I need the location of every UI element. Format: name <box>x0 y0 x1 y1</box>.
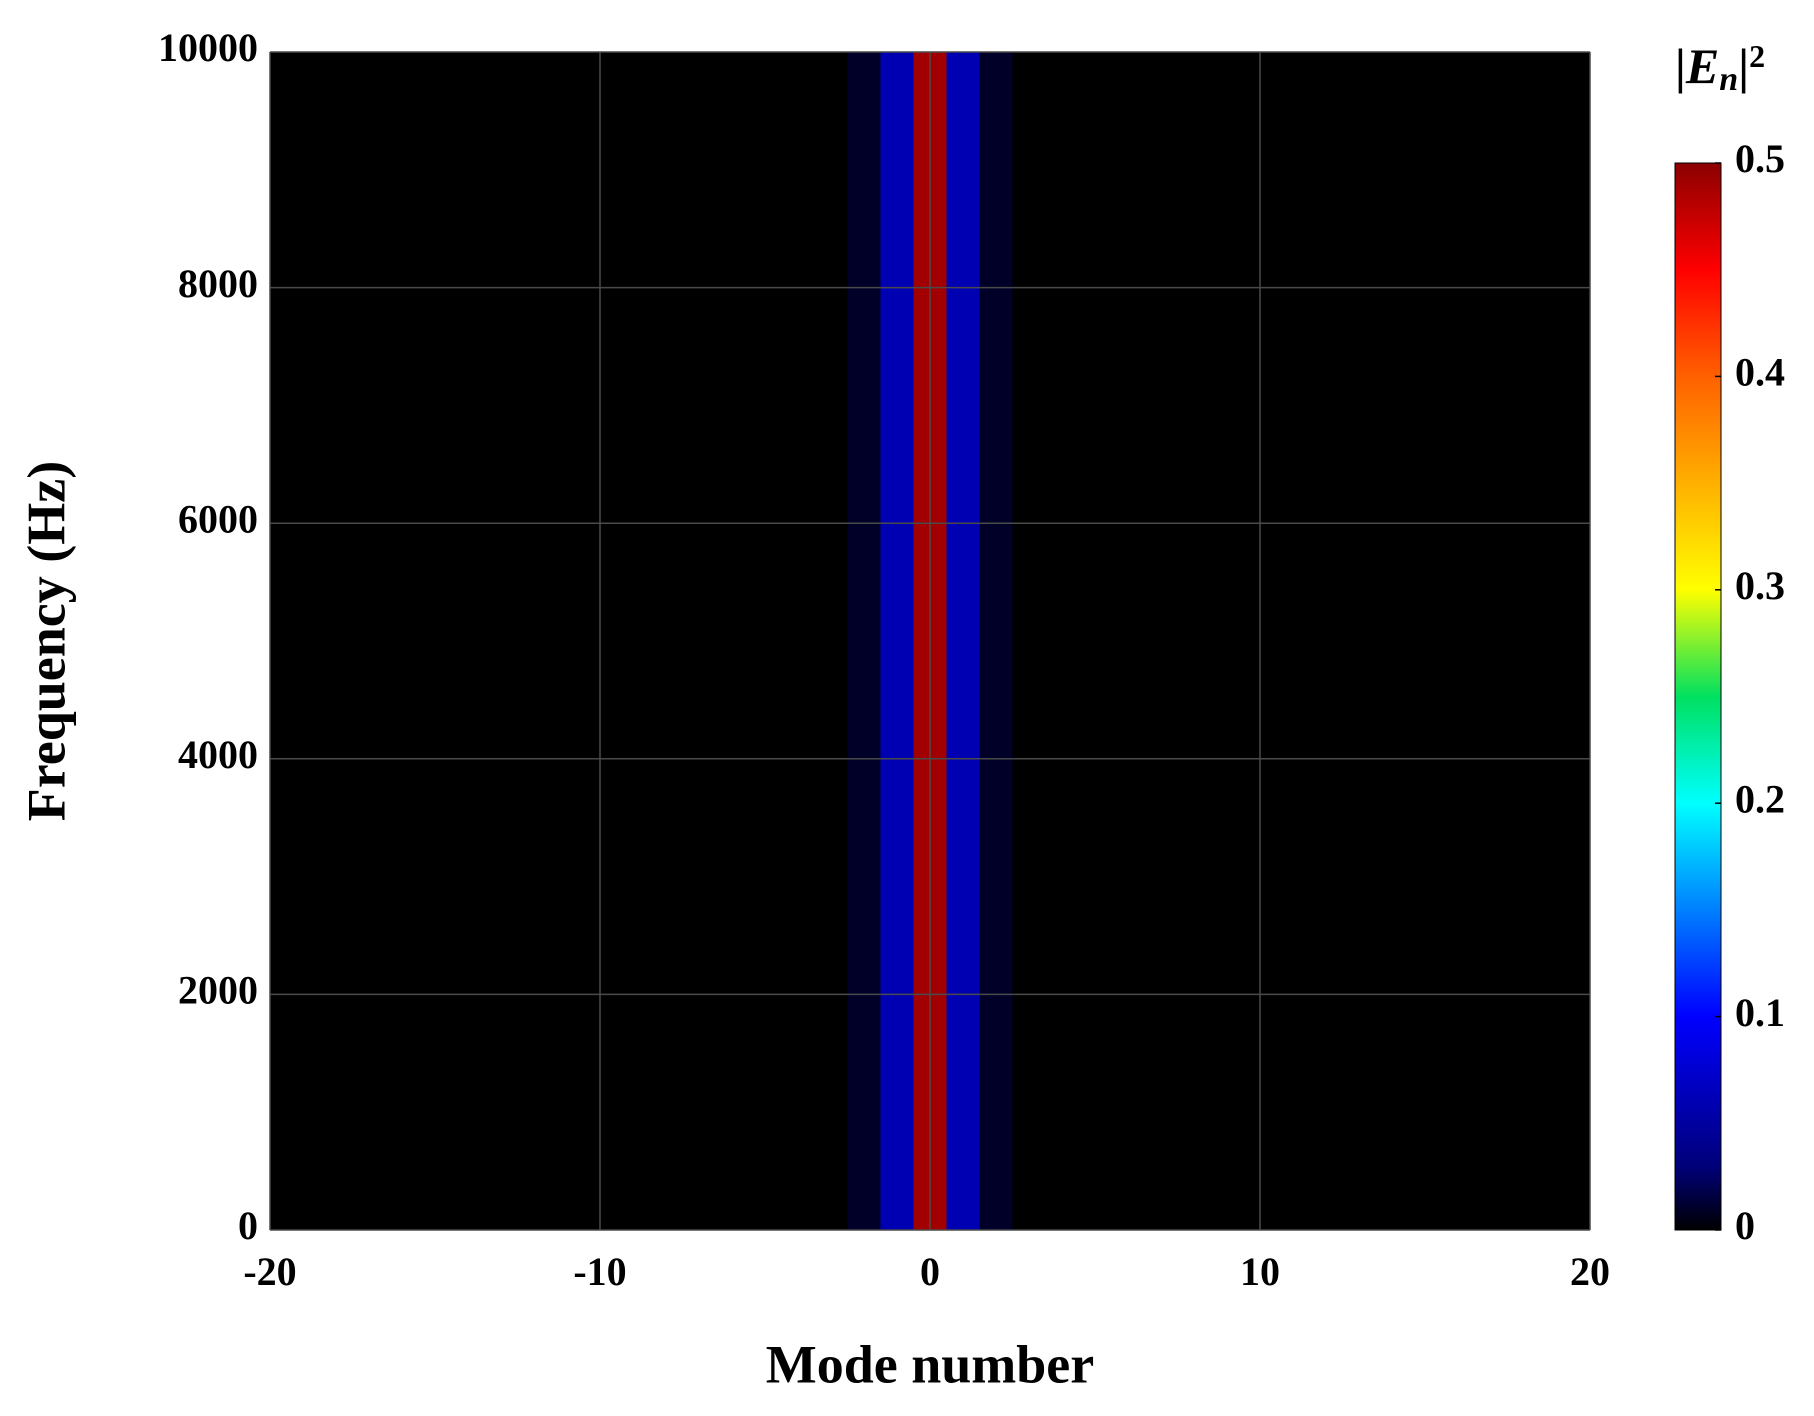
heatmap-cell <box>270 52 287 1230</box>
label-part: n <box>1719 61 1738 98</box>
heatmap-cell <box>1078 52 1112 1230</box>
y-tick-label: 6000 <box>178 496 258 541</box>
heatmap-cell <box>946 52 980 1230</box>
x-tick-label: 20 <box>1570 1249 1610 1294</box>
y-tick-label: 0 <box>238 1203 258 1248</box>
x-tick-label: -20 <box>243 1249 296 1294</box>
y-tick-label: 10000 <box>158 25 258 70</box>
heatmap-cell <box>1573 52 1590 1230</box>
label-part: E <box>1685 38 1719 94</box>
heatmap-cell <box>1111 52 1145 1230</box>
heatmap-cell <box>1441 52 1475 1230</box>
heatmap-cell <box>1177 52 1211 1230</box>
heatmap-cell <box>286 52 320 1230</box>
y-axis-label: Frequency (Hz) <box>16 461 76 821</box>
heatmap-cell <box>814 52 848 1230</box>
heatmap-cell <box>1012 52 1046 1230</box>
heatmap-cell <box>781 52 815 1230</box>
heatmap-cell <box>1045 52 1079 1230</box>
heatmap-cell <box>1276 52 1310 1230</box>
colorbar-tick-label: 0 <box>1735 1203 1755 1248</box>
x-tick-label: 10 <box>1240 1249 1280 1294</box>
label-part: 2 <box>1749 38 1765 74</box>
heatmap-cell <box>451 52 485 1230</box>
heatmap-cell <box>979 52 1013 1230</box>
label-part: | <box>1675 38 1686 94</box>
heatmap-cell <box>616 52 650 1230</box>
heatmap-cell <box>319 52 353 1230</box>
heatmap-cell <box>550 52 584 1230</box>
heatmap-cell <box>1210 52 1244 1230</box>
colorbar <box>1674 162 1722 1231</box>
heatmap-cell <box>847 52 881 1230</box>
heatmap-cell <box>1342 52 1376 1230</box>
heatmap-cell <box>1540 52 1574 1230</box>
y-tick-label: 4000 <box>178 732 258 777</box>
colorbar-tick-label: 0.2 <box>1735 776 1785 821</box>
heatmap-cell <box>1507 52 1541 1230</box>
heatmap-cell <box>385 52 419 1230</box>
x-tick-label: 0 <box>920 1249 940 1294</box>
heatmap-cell <box>1474 52 1508 1230</box>
heatmap-cell <box>1408 52 1442 1230</box>
heatmap-cell <box>880 52 914 1230</box>
colorbar-tick-label: 0.1 <box>1735 990 1785 1035</box>
heatmap-cell <box>682 52 716 1230</box>
heatmap-cell <box>715 52 749 1230</box>
colorbar-label: |En|2 <box>1675 38 1765 97</box>
heatmap-cell <box>352 52 386 1230</box>
heatmap-cell <box>1144 52 1178 1230</box>
y-tick-label: 8000 <box>178 261 258 306</box>
heatmap-cell <box>418 52 452 1230</box>
colorbar-tick-label: 0.4 <box>1735 350 1785 395</box>
label-part: | <box>1738 38 1749 94</box>
heatmap-cell <box>748 52 782 1230</box>
heatmap-cell <box>649 52 683 1230</box>
y-tick-label: 2000 <box>178 968 258 1013</box>
heatmap-cell <box>517 52 551 1230</box>
heatmap-cell <box>1375 52 1409 1230</box>
colorbar-tick-label: 0.5 <box>1735 136 1785 181</box>
heatmap-cell <box>484 52 518 1230</box>
x-axis-label: Mode number <box>766 1334 1094 1394</box>
heatmap-cell <box>1309 52 1343 1230</box>
colorbar-tick-label: 0.3 <box>1735 563 1785 608</box>
grid <box>269 51 1591 1231</box>
x-tick-label: -10 <box>573 1249 626 1294</box>
